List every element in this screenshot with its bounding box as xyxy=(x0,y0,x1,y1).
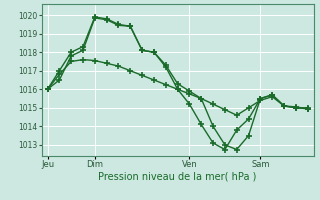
X-axis label: Pression niveau de la mer( hPa ): Pression niveau de la mer( hPa ) xyxy=(99,172,257,182)
